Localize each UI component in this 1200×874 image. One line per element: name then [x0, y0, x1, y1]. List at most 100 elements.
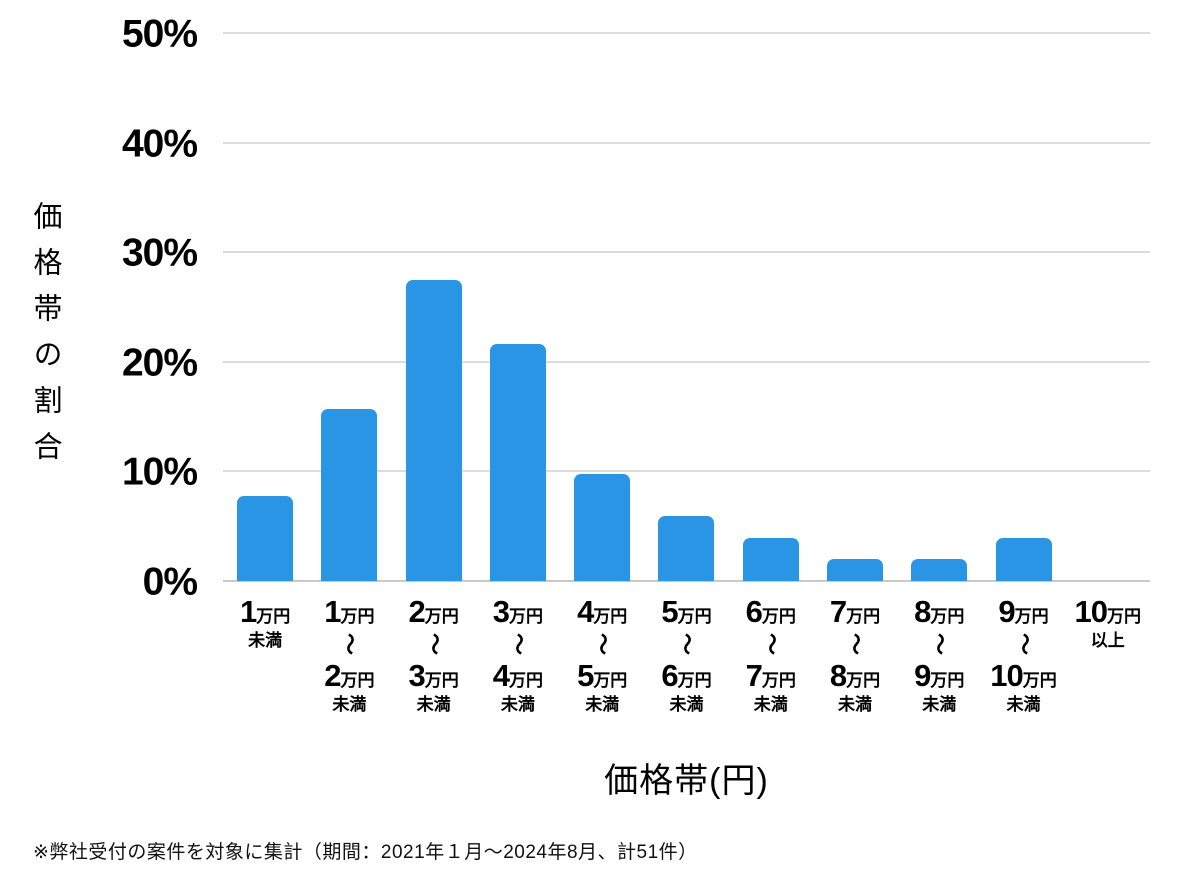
tilde-glyph: 〜 — [590, 632, 616, 655]
tilde-glyph: 〜 — [421, 632, 447, 655]
x-label-line1: 2万円 — [409, 596, 459, 627]
x-label-unit: 万円 — [846, 607, 881, 626]
bar-area — [476, 33, 560, 581]
gridline-10 — [223, 470, 1150, 473]
x-label-unit: 万円 — [424, 671, 459, 690]
x-label-line2: 3万円 — [409, 660, 459, 691]
x-axis-label: 1万円未満 — [240, 596, 290, 649]
x-label-note: 未満 — [1006, 695, 1041, 714]
x-label-note: 未満 — [922, 695, 957, 714]
x-label-line1: 1万円 — [240, 596, 290, 627]
x-label-line1: 6万円 — [746, 596, 796, 627]
x-label-line1: 5万円 — [661, 596, 711, 627]
bar-slot: 8万円〜 9万円 未満 — [897, 33, 981, 713]
x-label-number: 1 — [240, 594, 257, 629]
x-label-unit: 万円 — [1107, 607, 1142, 626]
tilde-glyph: 〜 — [842, 632, 868, 655]
gridline-0 — [223, 580, 1150, 582]
x-label-line1: 1万円 — [324, 596, 374, 627]
x-label-line2: 6万円 — [661, 660, 711, 691]
bar-slot: 9万円〜 10 万円未満 — [981, 33, 1065, 713]
x-label-line2: 9万円 — [914, 660, 964, 691]
bar-area — [813, 33, 897, 581]
bar-slot: 3万円〜 4万円 未満 — [476, 33, 560, 713]
tilde-glyph: 〜 — [758, 632, 784, 655]
gridline-30 — [223, 251, 1150, 254]
x-label-unit: 万円 — [424, 607, 459, 626]
bar-area — [223, 33, 307, 581]
bar-slot: 6万円〜 7万円 未満 — [729, 33, 813, 713]
bar — [405, 279, 462, 581]
bar — [489, 344, 546, 581]
tilde-glyph: 〜 — [927, 632, 953, 655]
x-label-unit: 万円 — [761, 671, 796, 690]
x-label-unit: 万円 — [761, 607, 796, 626]
x-label-unit: 万円 — [340, 671, 375, 690]
gridline-40 — [223, 141, 1150, 144]
x-axis-label: 2万円〜 3万円 未満 — [409, 596, 459, 713]
y-tick-label-50: 50% — [121, 12, 198, 56]
x-axis-label: 5万円〜 6万円 未満 — [661, 596, 711, 713]
tilde-connector: 〜 — [493, 630, 543, 657]
x-label-number: 10 — [990, 658, 1023, 693]
x-label-number: 4 — [577, 594, 594, 629]
bar-area — [729, 33, 813, 581]
x-label-line1: 9万円 — [990, 596, 1056, 627]
x-axis-label: 8万円〜 9万円 未満 — [914, 596, 964, 713]
x-label-unit: 万円 — [1014, 607, 1049, 626]
x-label-note: 未満 — [332, 695, 367, 714]
bar-slot: 5万円〜 6万円 未満 — [644, 33, 728, 713]
tilde-connector: 〜 — [324, 630, 374, 657]
gridline-50 — [223, 32, 1150, 34]
x-label-number: 9 — [998, 594, 1015, 629]
bar-slot: 4万円〜 5万円 未満 — [560, 33, 644, 713]
plot-gridlines — [223, 32, 1150, 582]
y-axis-title: 価格帯の割合 — [29, 201, 61, 477]
x-label-unit: 万円 — [340, 607, 375, 626]
tilde-connector: 〜 — [914, 630, 964, 657]
x-axis-label: 3万円〜 4万円 未満 — [493, 596, 543, 713]
x-axis-label: 10万円 以上 — [1075, 596, 1141, 649]
tilde-connector: 〜 — [830, 630, 880, 657]
x-axis-label: 4万円〜 5万円 未満 — [577, 596, 627, 713]
x-label-line1: 10万円 — [1075, 596, 1141, 627]
x-label-number: 7 — [745, 658, 763, 693]
x-label-number: 2 — [324, 658, 341, 693]
bar — [237, 495, 294, 581]
x-label-unit: 万円 — [677, 671, 712, 690]
bar-area — [1066, 33, 1150, 581]
x-label-number: 5 — [661, 594, 678, 629]
y-tick-label-10: 10% — [121, 450, 198, 494]
y-axis-ticks: 0% 10% 20% 30% 40% 50% — [0, 15, 198, 602]
x-label-number: 8 — [914, 594, 931, 629]
x-label-unit: 万円 — [509, 671, 544, 690]
x-label-unit: 万円 — [846, 671, 881, 690]
x-label-number: 3 — [492, 594, 510, 629]
x-axis-label: 9万円〜 10 万円未満 — [990, 596, 1056, 713]
x-label-unit: 万円 — [930, 607, 965, 626]
bar — [826, 559, 883, 581]
x-label-line2: 7万円 — [746, 660, 796, 691]
x-label-unit: 万円 — [677, 607, 712, 626]
x-label-note: 未満 — [753, 695, 788, 714]
x-label-number: 10 — [1074, 594, 1108, 629]
tilde-connector: 〜 — [746, 630, 796, 657]
x-label-line1: 3万円 — [493, 596, 543, 627]
bar-slots: 1万円 未満 1万円〜 2万円 未満 2万円〜 3万円 未満 3万円〜 4万円 未満 4万円〜 5万円未… — [223, 33, 1150, 713]
y-tick-label-30: 30% — [121, 231, 198, 275]
bar — [321, 408, 378, 581]
x-label-line2: 4万円 — [493, 660, 543, 691]
x-label-note: 未満 — [248, 631, 283, 650]
bar-slot: 2万円〜 3万円 未満 — [392, 33, 476, 713]
tilde-glyph: 〜 — [1011, 632, 1037, 655]
x-label-unit: 万円 — [930, 671, 965, 690]
tilde-connector: 〜 — [661, 630, 711, 657]
bar-area — [307, 33, 391, 581]
x-label-number: 1 — [324, 594, 341, 629]
tilde-glyph: 〜 — [337, 632, 363, 655]
x-label-number: 4 — [492, 658, 510, 693]
y-tick-label-0: 0% — [142, 560, 198, 604]
x-label-note: 未満 — [500, 695, 535, 714]
y-tick-label-40: 40% — [121, 122, 198, 166]
